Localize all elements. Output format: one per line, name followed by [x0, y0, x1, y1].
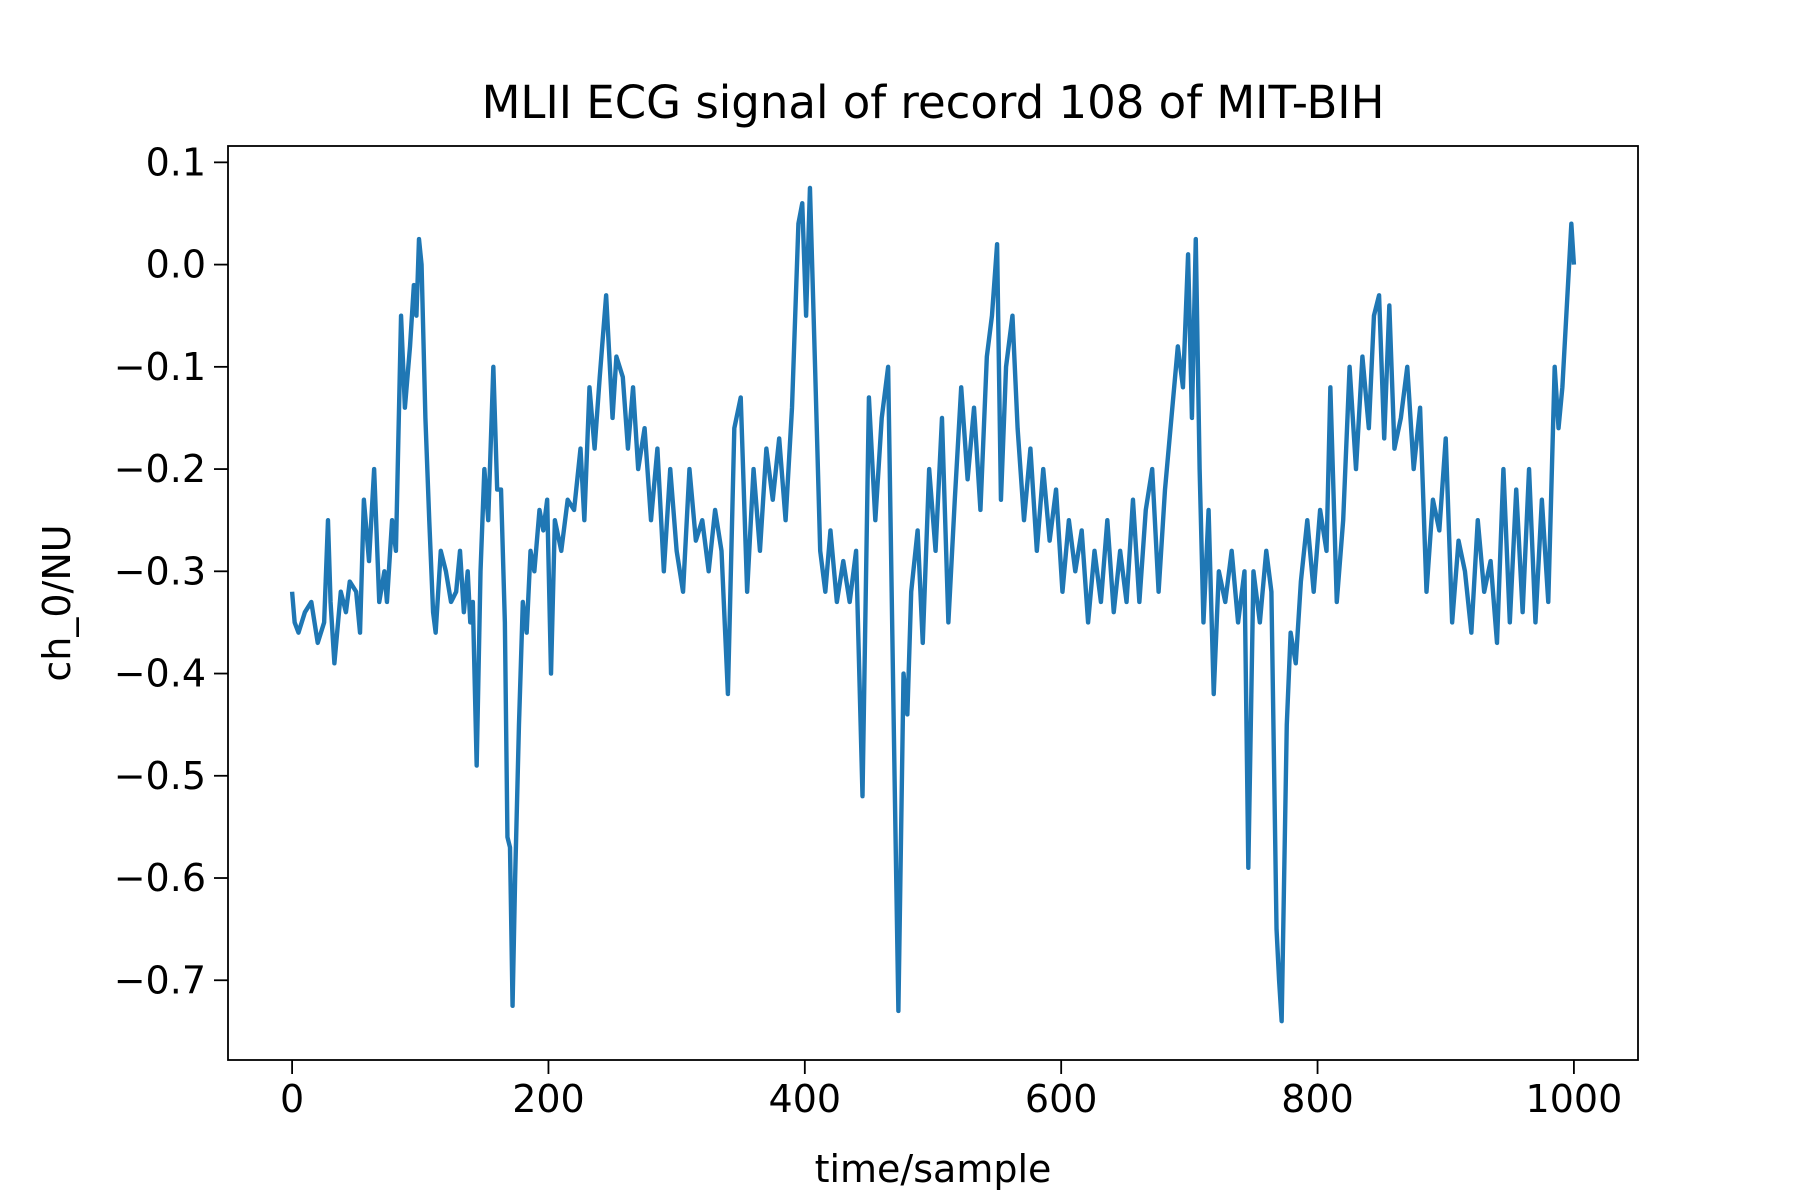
y-tick-label: −0.6 [114, 856, 206, 900]
y-tick-label: −0.3 [114, 549, 206, 593]
y-tick-label: 0.0 [146, 243, 206, 287]
y-tick-label: −0.1 [114, 345, 206, 389]
x-tick-label: 0 [280, 1077, 304, 1121]
y-tick-label: −0.7 [114, 958, 206, 1002]
x-tick-label: 600 [1025, 1077, 1098, 1121]
y-tick-label: 0.1 [146, 140, 206, 184]
x-tick-label: 400 [769, 1077, 842, 1121]
y-tick-label: −0.2 [114, 447, 206, 491]
x-axis-label: time/sample [815, 1147, 1052, 1191]
y-tick-label: −0.4 [114, 652, 206, 696]
signal-line [289, 185, 1577, 1024]
y-tick-label: −0.5 [114, 754, 206, 798]
plot-frame [227, 145, 1639, 1061]
y-axis-label: ch_0/NU [35, 524, 79, 681]
x-tick-label: 800 [1281, 1077, 1354, 1121]
chart-title: MLII ECG signal of record 108 of MIT-BIH [482, 76, 1385, 129]
x-tick-label: 200 [512, 1077, 585, 1121]
x-tick-label: 1000 [1526, 1077, 1623, 1121]
